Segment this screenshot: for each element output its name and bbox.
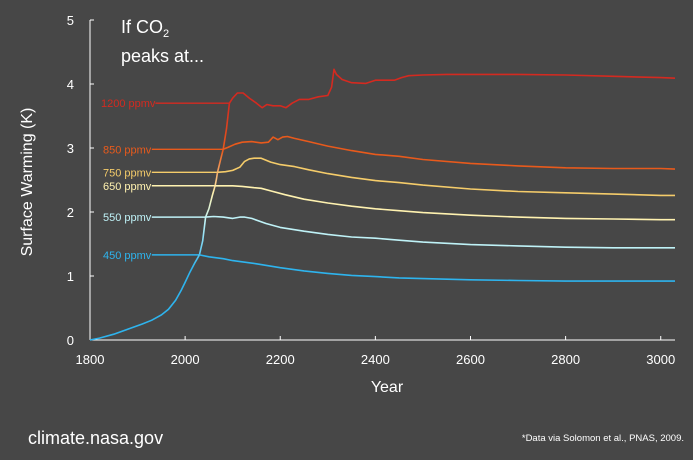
y-tick-label: 4 — [67, 77, 74, 92]
series-label-850-ppmv: 850 ppmv — [103, 144, 152, 156]
x-tick-label: 2400 — [361, 352, 390, 367]
x-tick-label: 2000 — [171, 352, 200, 367]
axes — [89, 20, 675, 341]
series-line-850-ppmv — [222, 135, 676, 170]
y-tick-label: 0 — [67, 333, 74, 348]
y-tick-label: 3 — [67, 141, 74, 156]
footnote: *Data via Solomon et al., PNAS, 2009. — [521, 433, 684, 444]
series-line-550-ppmv — [205, 215, 675, 249]
series-label-450-ppmv: 450 ppmv — [103, 250, 152, 262]
series-line-650-ppmv — [215, 185, 675, 221]
x-tick-label: 3000 — [646, 352, 675, 367]
chart-title: If CO2 peaks at... — [121, 16, 204, 67]
series-labels: 1200 ppmv 850 ppmv 750 ppmv 650 ppmv 550 ppm… — [101, 98, 156, 262]
series-lines — [199, 68, 676, 282]
x-tick-label: 2600 — [456, 352, 485, 367]
series-label-1200-ppmv: 1200 ppmv — [101, 98, 156, 110]
x-tick-label: 1800 — [76, 352, 105, 367]
y-axis-label: Surface Warming (K) — [19, 108, 36, 257]
series-line-750-ppmv — [217, 157, 675, 197]
x-axis-label: Year — [371, 379, 404, 396]
y-tick-label: 2 — [67, 205, 74, 220]
series-line-1200-ppmv — [228, 68, 676, 109]
title-line1: If CO — [121, 17, 164, 37]
x-tick-label: 2800 — [551, 352, 580, 367]
title-subscript: 2 — [163, 28, 170, 40]
series-label-750-ppmv: 750 ppmv — [103, 167, 152, 179]
ticks: 1800 2000 2200 2400 2600 2800 3000 0 1 2 3 4 5 — [67, 13, 675, 367]
leader-lines — [151, 102, 230, 256]
y-tick-label: 5 — [67, 13, 74, 28]
source-url: climate.nasa.gov — [28, 428, 164, 448]
x-tick-label: 2200 — [266, 352, 295, 367]
series-label-550-ppmv: 550 ppmv — [103, 212, 152, 224]
series-label-650-ppmv: 650 ppmv — [103, 181, 152, 193]
series-line-450-ppmv — [199, 254, 675, 282]
title-line2: peaks at... — [121, 46, 205, 66]
y-tick-label: 1 — [67, 269, 74, 284]
